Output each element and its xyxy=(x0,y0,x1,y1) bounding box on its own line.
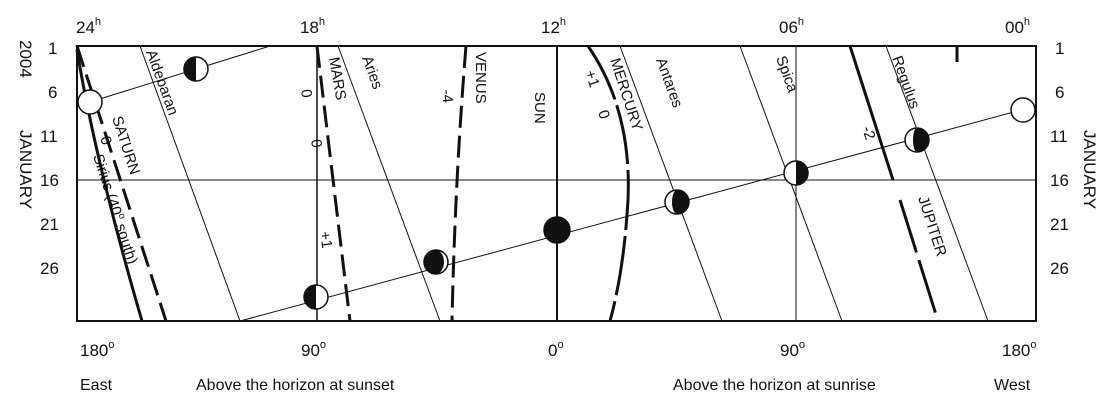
bottom-axis-label: 90o xyxy=(301,339,326,360)
footer-sunrise: Above the horizon at sunrise xyxy=(673,377,876,394)
planet-track-jupiter xyxy=(848,45,895,181)
planet-track-mars xyxy=(315,45,352,322)
moon-phase-8 xyxy=(904,127,930,153)
moon-phase-2 xyxy=(183,56,209,82)
moon-path xyxy=(89,45,271,103)
moon-phase-6 xyxy=(664,189,690,215)
left-axis-day: 11 xyxy=(40,127,58,146)
magnitude-mars: +1 xyxy=(316,230,335,249)
magnitude-venus: -4 xyxy=(438,89,456,104)
left-axis-day: 21 xyxy=(40,215,59,234)
planet-track-jupiter xyxy=(898,199,940,322)
star-line-aries xyxy=(337,45,441,322)
label-saturn: SATURN xyxy=(108,114,143,177)
right-axis-day: 6 xyxy=(1055,83,1064,102)
planet-track-venus xyxy=(450,45,468,322)
star-line-antares xyxy=(619,45,723,322)
magnitude-mars: 0 xyxy=(307,138,325,149)
label-spica: Spica xyxy=(772,54,801,96)
top-axis-label: 06h xyxy=(779,16,804,37)
moon-phase-7 xyxy=(783,160,809,186)
label-sun: SUN xyxy=(531,92,548,124)
top-axis-label: 18h xyxy=(300,16,325,37)
footer-east: East xyxy=(80,377,113,394)
magnitude-mercury: +1 xyxy=(581,68,602,90)
right-axis-month: JANUARY xyxy=(1080,130,1099,209)
label-regulus: Regulus xyxy=(888,54,923,112)
top-axis-label: 12h xyxy=(541,16,566,37)
moon-phase-9 xyxy=(1010,97,1036,123)
bottom-axis-label: 180o xyxy=(1002,339,1037,360)
left-axis-month: JANUARY xyxy=(16,130,35,209)
left-axis-day: 1 xyxy=(48,39,57,58)
left-axis-day: 6 xyxy=(48,83,57,102)
footer-sunset: Above the horizon at sunset xyxy=(196,377,395,394)
right-axis-day: 16 xyxy=(1050,171,1069,190)
left-axis-year: 2004 xyxy=(16,40,35,78)
magnitude-mars: 0 xyxy=(297,88,315,99)
moon-phase-1 xyxy=(77,89,103,115)
moon-phase-4 xyxy=(423,249,449,275)
label-aldebaran: Aldebaran xyxy=(142,48,181,118)
moon-phase-5 xyxy=(543,216,571,244)
right-axis-day: 11 xyxy=(1050,127,1068,146)
label-venus: VENUS xyxy=(472,52,489,104)
planet-track-mercury xyxy=(586,45,630,322)
right-axis-day: 1 xyxy=(1055,39,1064,58)
right-axis-day: 26 xyxy=(1050,259,1069,278)
star-line-regulus xyxy=(885,45,989,322)
top-axis-label: 00h xyxy=(1005,16,1030,37)
label-aries: Aries xyxy=(358,54,386,92)
left-axis-day: 16 xyxy=(40,171,59,190)
magnitude-jupiter: -2 xyxy=(858,124,878,142)
star-track-sirius xyxy=(75,45,168,322)
moon-path xyxy=(239,105,1037,322)
label-antares: Antares xyxy=(652,56,686,110)
footer-west: West xyxy=(994,377,1031,394)
bottom-axis-label: 0o xyxy=(548,339,564,360)
left-axis-day: 26 xyxy=(40,259,59,278)
star-line-aldebaran xyxy=(139,45,241,322)
right-axis-day: 21 xyxy=(1050,215,1069,234)
bottom-axis-label: 90o xyxy=(780,339,805,360)
label-mars: MARS xyxy=(325,56,349,102)
top-axis-label: 24h xyxy=(76,16,101,37)
bottom-axis-label: 180o xyxy=(80,339,115,360)
moon-phase-3 xyxy=(303,284,329,310)
magnitude-mercury: 0 xyxy=(594,108,613,121)
magnitude-saturn: 0 xyxy=(96,134,115,147)
planet-track-saturn xyxy=(75,49,144,322)
